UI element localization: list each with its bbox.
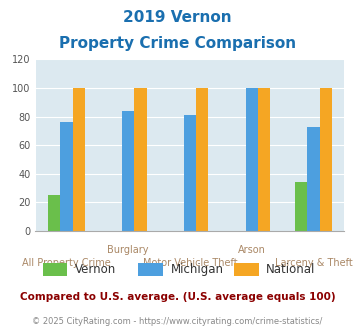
Bar bbox=[258, 88, 270, 231]
Bar bbox=[320, 88, 332, 231]
Text: Property Crime Comparison: Property Crime Comparison bbox=[59, 36, 296, 51]
Text: Larceny & Theft: Larceny & Theft bbox=[274, 258, 353, 269]
Text: National: National bbox=[266, 263, 316, 276]
Text: Burglary: Burglary bbox=[108, 245, 149, 255]
Bar bbox=[48, 195, 60, 231]
Text: Arson: Arson bbox=[238, 245, 266, 255]
Text: Motor Vehicle Theft: Motor Vehicle Theft bbox=[143, 258, 237, 269]
Bar bbox=[307, 127, 320, 231]
Text: © 2025 CityRating.com - https://www.cityrating.com/crime-statistics/: © 2025 CityRating.com - https://www.city… bbox=[32, 317, 323, 326]
Bar bbox=[122, 111, 134, 231]
Text: Michigan: Michigan bbox=[170, 263, 223, 276]
Bar bbox=[246, 88, 258, 231]
Bar bbox=[295, 182, 307, 231]
Bar bbox=[60, 122, 72, 231]
Text: All Property Crime: All Property Crime bbox=[22, 258, 111, 269]
Text: Compared to U.S. average. (U.S. average equals 100): Compared to U.S. average. (U.S. average … bbox=[20, 292, 335, 302]
Bar bbox=[134, 88, 147, 231]
Bar bbox=[72, 88, 85, 231]
Text: Vernon: Vernon bbox=[75, 263, 116, 276]
Bar bbox=[196, 88, 208, 231]
Text: 2019 Vernon: 2019 Vernon bbox=[123, 10, 232, 25]
Bar bbox=[184, 115, 196, 231]
